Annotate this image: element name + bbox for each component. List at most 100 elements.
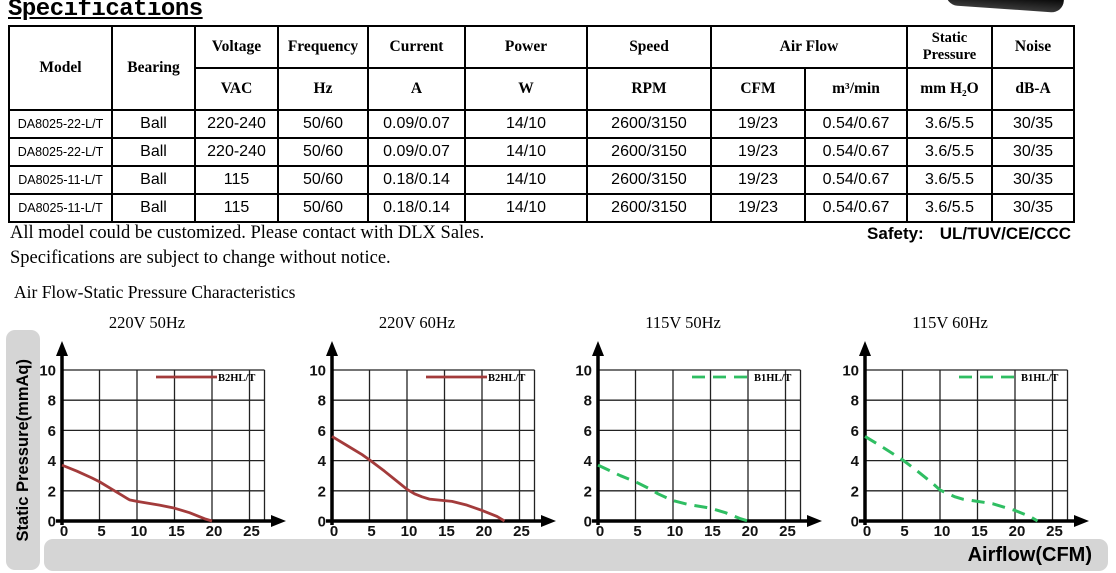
chart-115v-50hz: 0 2 4 6 8 10 0 5 10 15 20 25 B1HL/T 115V 50Hz [570, 308, 838, 540]
col-header-model: Model [8, 25, 113, 111]
cell-speed: 2600/3150 [586, 193, 712, 223]
footnotes: All model could be customized. Please co… [10, 221, 484, 271]
col-header-power: Power [464, 25, 588, 69]
svg-text:4: 4 [584, 453, 593, 470]
svg-text:6: 6 [318, 423, 326, 440]
legend-label: B1HL/T [1021, 373, 1058, 384]
cell-noise: 30/35 [991, 109, 1075, 139]
cell-noise: 30/35 [991, 165, 1075, 195]
svg-text:25: 25 [1046, 523, 1063, 540]
svg-text:10: 10 [934, 523, 951, 540]
cell-voltage: 115 [194, 193, 279, 223]
header-row-units: VAC Hz A W RPM CFM m³/min mm H₂O dB-A [9, 67, 1075, 111]
svg-text:15: 15 [438, 523, 455, 540]
unit-w: W [464, 67, 588, 111]
chart-220v-60hz: 0 2 4 6 8 10 0 5 10 15 20 25 B2HL/T 220V 60Hz [304, 308, 572, 540]
svg-text:10: 10 [309, 363, 326, 380]
svg-text:0: 0 [48, 514, 56, 531]
svg-text:5: 5 [367, 523, 375, 540]
tick-labels: 0 2 4 6 8 10 0 5 10 15 20 25 [39, 363, 260, 541]
cell-power: 14/10 [464, 165, 588, 195]
cell-cfm: 19/23 [710, 109, 806, 139]
axes [592, 341, 822, 527]
chart-title: 220V 60Hz [379, 313, 455, 332]
specifications-table: Model Bearing Voltage Frequency Current … [8, 25, 1075, 223]
safety-label: Safety: [867, 224, 924, 243]
table-row: DA8025-11-L/T Ball 115 50/60 0.18/0.14 1… [8, 193, 1075, 223]
svg-text:25: 25 [513, 523, 530, 540]
axes [859, 341, 1089, 527]
svg-text:0: 0 [318, 514, 326, 531]
table-row: DA8025-22-L/T Ball 220-240 50/60 0.09/0.… [8, 109, 1075, 139]
svg-text:0: 0 [863, 523, 871, 540]
cell-cfm: 19/23 [710, 165, 806, 195]
y-axis-arrow [56, 341, 68, 356]
cell-m3min: 0.54/0.67 [804, 193, 908, 223]
y-axis-arrow [326, 341, 338, 356]
cell-m3min: 0.54/0.67 [804, 137, 908, 167]
tick-labels: 0 2 4 6 8 10 0 5 10 15 20 25 [842, 363, 1063, 541]
cell-voltage: 220-240 [194, 109, 279, 139]
cell-noise: 30/35 [991, 137, 1075, 167]
col-header-speed: Speed [586, 25, 712, 69]
col-header-frequency: Frequency [277, 25, 369, 69]
cell-speed: 2600/3150 [586, 109, 712, 139]
svg-text:20: 20 [742, 523, 759, 540]
unit-hz: Hz [277, 67, 369, 111]
x-axis-arrow [271, 515, 286, 527]
cell-frequency: 50/60 [277, 165, 369, 195]
svg-text:20: 20 [476, 523, 493, 540]
svg-text:8: 8 [318, 393, 326, 410]
cell-frequency: 50/60 [277, 193, 369, 223]
page-title: Specifications [8, 0, 203, 23]
unit-cfm: CFM [710, 67, 806, 111]
legend-label: B2HL/T [218, 373, 255, 384]
cell-current: 0.09/0.07 [367, 109, 466, 139]
svg-text:8: 8 [851, 393, 859, 410]
cell-bearing: Ball [111, 193, 196, 223]
y-axis-label-bar: Static Pressure(mmAq) [6, 330, 40, 570]
cell-static: 3.6/5.5 [906, 165, 993, 195]
fan-photo-corner [945, 0, 1065, 14]
cell-noise: 30/35 [991, 193, 1075, 223]
svg-text:6: 6 [851, 423, 859, 440]
svg-text:2: 2 [584, 483, 592, 500]
cell-model: DA8025-11-L/T [8, 193, 113, 223]
col-header-airflow: Air Flow [710, 25, 908, 69]
cell-power: 14/10 [464, 193, 588, 223]
legend-label: B1HL/T [754, 373, 791, 384]
svg-text:0: 0 [330, 523, 338, 540]
chart-title: 115V 50Hz [645, 313, 721, 332]
x-axis-arrow [807, 515, 822, 527]
svg-text:15: 15 [704, 523, 721, 540]
cell-frequency: 50/60 [277, 137, 369, 167]
header-row-1: Model Bearing Voltage Frequency Current … [8, 25, 1075, 111]
cell-power: 14/10 [464, 137, 588, 167]
cell-model: DA8025-22-L/T [8, 109, 113, 139]
cell-static: 3.6/5.5 [906, 109, 993, 139]
cell-static: 3.6/5.5 [906, 137, 993, 167]
col-header-bearing: Bearing [111, 25, 196, 111]
cell-model: DA8025-11-L/T [8, 165, 113, 195]
cell-frequency: 50/60 [277, 109, 369, 139]
cell-bearing: Ball [111, 109, 196, 139]
svg-text:10: 10 [667, 523, 684, 540]
legend: B2HL/T [426, 373, 525, 384]
svg-text:8: 8 [48, 393, 56, 410]
cell-cfm: 19/23 [710, 193, 806, 223]
tick-labels: 0 2 4 6 8 10 0 5 10 15 20 25 [309, 363, 530, 541]
svg-text:2: 2 [48, 483, 56, 500]
table-row: DA8025-22-L/T Ball 220-240 50/60 0.09/0.… [8, 137, 1075, 167]
cell-bearing: Ball [111, 137, 196, 167]
chart-canvas: 0 2 4 6 8 10 0 5 10 15 20 25 B2HL/T 220V 60Hz [309, 313, 556, 541]
cell-voltage: 115 [194, 165, 279, 195]
svg-text:10: 10 [39, 363, 56, 380]
svg-text:0: 0 [851, 514, 859, 531]
chart-115v-60hz: 0 2 4 6 8 10 0 5 10 15 20 25 B1HL/T 115V 60Hz [837, 308, 1105, 540]
x-axis-label-bar: Airflow(CFM) [44, 539, 1108, 571]
svg-text:25: 25 [779, 523, 796, 540]
grid [865, 369, 1069, 521]
svg-text:10: 10 [401, 523, 418, 540]
svg-text:25: 25 [243, 523, 260, 540]
data-curve [864, 435, 1039, 523]
